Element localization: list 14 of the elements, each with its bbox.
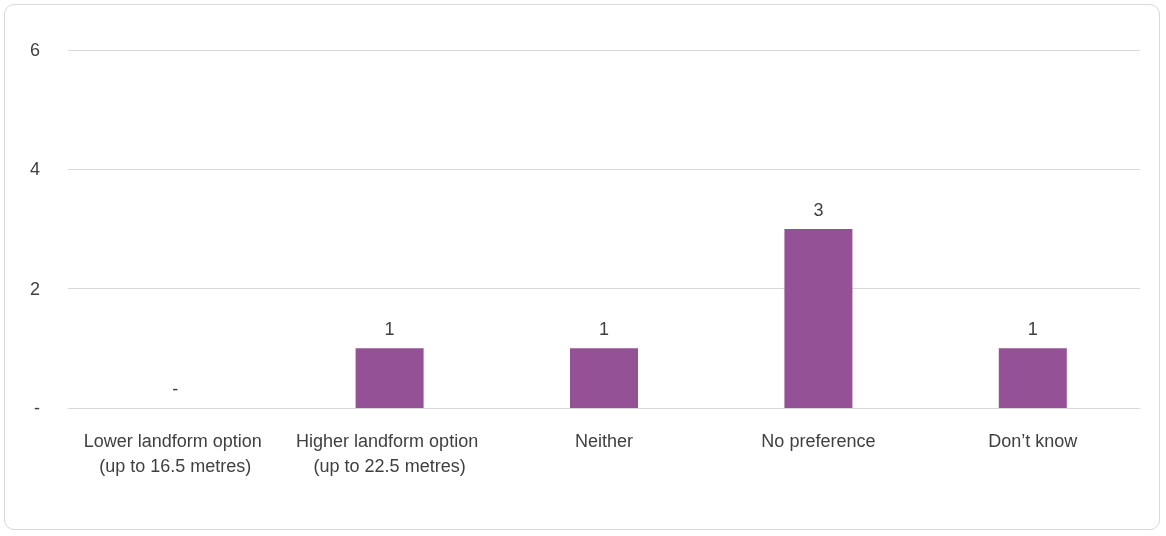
- x-tick-label: No preference: [761, 430, 876, 451]
- data-label: 1: [598, 319, 610, 340]
- data-label: 1: [384, 319, 395, 340]
- x-tick-label: Don’t know: [988, 430, 1079, 451]
- y-tick-label: -: [34, 398, 40, 418]
- y-tick-label: 4: [29, 159, 40, 180]
- x-tick-label: Higher landform option (up to 22.5 metres): [296, 430, 484, 476]
- x-tick-label: Neither: [574, 430, 634, 451]
- data-label: 1: [1027, 319, 1038, 340]
- y-tick-label: 6: [29, 40, 40, 60]
- y-tick-label: 2: [29, 278, 40, 299]
- data-label: -: [172, 379, 179, 399]
- x-tick-label: Lower landform option (up to 16.5 metres): [83, 430, 267, 476]
- data-label: 3: [813, 200, 824, 220]
